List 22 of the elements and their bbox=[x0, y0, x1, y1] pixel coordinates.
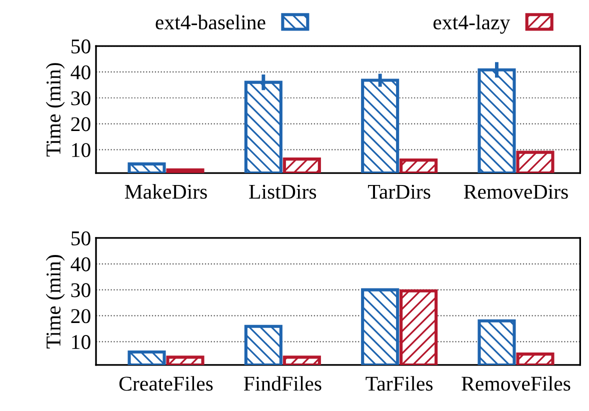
x-tick-label: TarFiles bbox=[366, 376, 433, 391]
y-tick-label: 40 bbox=[70, 257, 90, 272]
y-tick-label: 40 bbox=[70, 65, 90, 80]
y-axis-title: Time (min) bbox=[46, 63, 65, 157]
y-tick-label: 50 bbox=[72, 39, 90, 54]
legend-label: ext4-baseline bbox=[156, 14, 266, 30]
x-tick-label: FindFiles bbox=[244, 376, 322, 391]
y-tick-label: 10 bbox=[72, 143, 90, 158]
y-tick-label: 30 bbox=[71, 283, 90, 298]
x-tick-label: TarDirs bbox=[368, 184, 430, 199]
y-tick-label: 50 bbox=[72, 231, 90, 246]
y-tick-label: 10 bbox=[72, 335, 90, 350]
x-tick-label: ListDirs bbox=[249, 184, 316, 199]
y-tick-label: 20 bbox=[71, 309, 90, 324]
x-tick-label: CreateFiles bbox=[119, 376, 213, 391]
y-tick-label: 20 bbox=[71, 117, 90, 132]
x-tick-label: MakeDirs bbox=[124, 184, 207, 199]
y-axis-title: Time (min) bbox=[46, 255, 65, 348]
x-tick-label: RemoveDirs bbox=[464, 184, 568, 199]
legend-label: ext4-lazy bbox=[433, 14, 510, 34]
y-tick-label: 30 bbox=[71, 91, 90, 106]
x-tick-label: RemoveFiles bbox=[462, 376, 570, 391]
